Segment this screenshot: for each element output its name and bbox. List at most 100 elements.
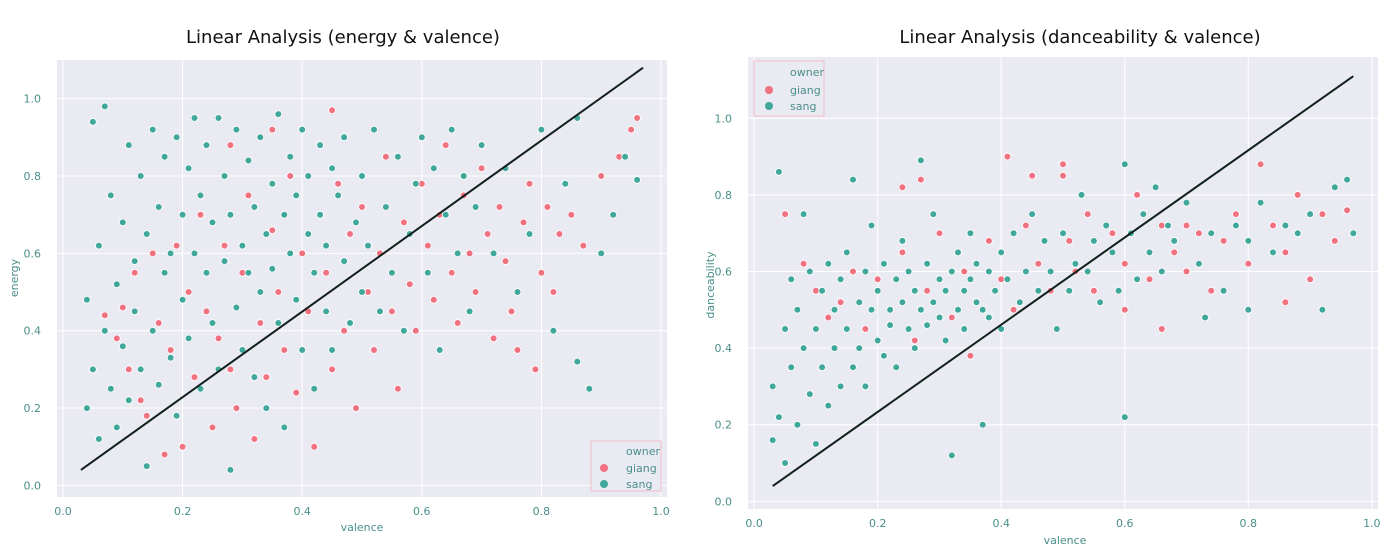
point-sang xyxy=(910,286,919,295)
point-sang xyxy=(836,275,845,284)
point-giang xyxy=(923,286,931,295)
y-tick-label: 0.8 xyxy=(24,170,42,183)
point-sang xyxy=(812,440,820,448)
point-giang xyxy=(1182,267,1191,276)
point-sang xyxy=(154,380,163,389)
point-giang xyxy=(799,259,808,268)
point-giang xyxy=(441,141,450,149)
point-sang xyxy=(322,241,330,250)
legend-marker-giang xyxy=(600,464,608,472)
point-sang xyxy=(202,268,211,277)
point-sang xyxy=(364,241,372,250)
point-sang xyxy=(1343,175,1351,184)
point-sang xyxy=(417,133,426,142)
point-giang xyxy=(405,280,414,289)
point-giang xyxy=(250,435,259,443)
point-giang xyxy=(1219,237,1228,245)
point-giang xyxy=(310,442,319,451)
point-sang xyxy=(842,325,851,333)
y-tick-label: 0.6 xyxy=(24,247,42,260)
point-giang xyxy=(543,203,552,211)
point-sang xyxy=(1219,286,1228,295)
x-tick-label: 0.0 xyxy=(745,517,763,530)
point-giang xyxy=(997,275,1005,284)
point-sang xyxy=(849,175,857,184)
point-sang xyxy=(477,141,486,149)
point-sang xyxy=(787,363,795,372)
point-sang xyxy=(394,152,402,161)
point-sang xyxy=(435,346,444,354)
point-sang xyxy=(119,342,127,351)
point-sang xyxy=(1022,267,1030,276)
point-sang xyxy=(184,164,193,173)
point-sang xyxy=(334,191,342,200)
point-sang xyxy=(787,275,795,284)
point-sang xyxy=(781,325,789,333)
point-sang xyxy=(818,286,826,295)
point-giang xyxy=(400,218,408,227)
point-sang xyxy=(411,180,420,188)
point-sang xyxy=(849,363,857,372)
point-sang xyxy=(561,180,570,188)
chart-danceability-valence: Linear Analysis (danceability & valence)… xyxy=(704,27,1381,547)
point-giang xyxy=(549,288,558,296)
point-sang xyxy=(1059,229,1067,238)
point-sang xyxy=(997,248,1005,257)
point-sang xyxy=(1281,221,1290,230)
point-sang xyxy=(793,305,802,314)
point-giang xyxy=(861,325,870,333)
point-giang xyxy=(985,237,993,245)
point-sang xyxy=(136,365,145,374)
x-tick-label: 0.0 xyxy=(54,505,72,518)
point-sang xyxy=(340,257,348,265)
point-sang xyxy=(855,298,863,307)
point-giang xyxy=(1182,221,1191,230)
point-giang xyxy=(579,241,588,250)
point-sang xyxy=(166,249,175,258)
point-sang xyxy=(453,249,462,258)
point-sang xyxy=(125,396,133,405)
point-sang xyxy=(304,172,313,180)
point-sang xyxy=(886,305,894,314)
point-giang xyxy=(208,423,217,432)
point-sang xyxy=(95,241,103,250)
point-giang xyxy=(172,241,181,250)
point-giang xyxy=(489,334,498,343)
point-sang xyxy=(268,264,277,273)
y-tick-label: 0.8 xyxy=(715,189,733,202)
point-sang xyxy=(1133,275,1141,284)
y-tick-label: 0.2 xyxy=(24,402,42,415)
point-giang xyxy=(1133,191,1141,199)
point-sang xyxy=(842,248,851,257)
point-giang xyxy=(423,241,432,250)
point-sang xyxy=(1207,229,1215,238)
point-giang xyxy=(1331,237,1339,245)
point-giang xyxy=(1281,248,1290,257)
point-giang xyxy=(1059,171,1067,180)
point-sang xyxy=(1015,298,1024,307)
point-sang xyxy=(119,218,127,227)
point-sang xyxy=(125,141,133,149)
x-tick-label: 1.0 xyxy=(1363,517,1381,530)
point-sang xyxy=(573,357,582,366)
point-giang xyxy=(1090,286,1098,295)
point-giang xyxy=(537,268,546,277)
y-tick-label: 1.0 xyxy=(24,93,42,106)
point-sang xyxy=(1158,267,1166,276)
point-sang xyxy=(346,319,354,327)
point-sang xyxy=(250,203,259,211)
point-giang xyxy=(1065,237,1073,245)
point-giang xyxy=(501,257,510,265)
legend-marker-sang xyxy=(765,102,773,110)
point-giang xyxy=(567,210,576,219)
point-sang xyxy=(775,168,783,176)
point-sang xyxy=(226,210,235,219)
point-giang xyxy=(525,180,534,188)
point-sang xyxy=(83,295,91,304)
point-sang xyxy=(172,133,181,142)
grid xyxy=(748,57,1378,509)
point-sang xyxy=(322,307,330,316)
point-giang xyxy=(1207,286,1215,295)
point-sang xyxy=(1244,237,1253,245)
point-giang xyxy=(447,268,456,277)
